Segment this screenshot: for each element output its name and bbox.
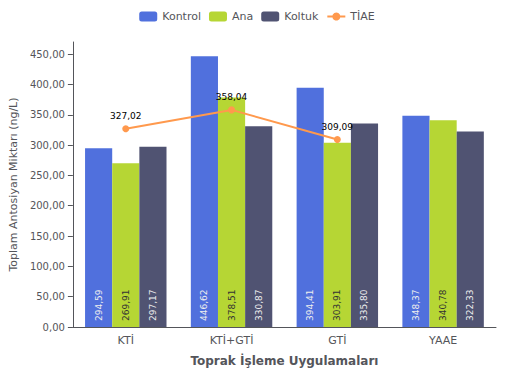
svg-text:Ana: Ana (232, 10, 253, 23)
svg-text:100,00: 100,00 (30, 261, 65, 272)
svg-text:450,00: 450,00 (30, 49, 65, 60)
svg-text:322,33: 322,33 (465, 290, 475, 322)
svg-text:348,37: 348,37 (411, 290, 421, 322)
svg-text:340,78: 340,78 (438, 289, 448, 321)
svg-text:250,00: 250,00 (30, 170, 65, 181)
svg-text:TİAE: TİAE (349, 10, 374, 23)
svg-text:358,04: 358,04 (216, 92, 248, 102)
svg-text:446,62: 446,62 (199, 290, 209, 322)
svg-text:327,02: 327,02 (110, 111, 141, 121)
svg-text:400,00: 400,00 (30, 79, 65, 90)
svg-text:50,00: 50,00 (36, 291, 65, 302)
svg-text:294,59: 294,59 (94, 289, 104, 321)
svg-text:Koltuk: Koltuk (284, 10, 319, 23)
svg-text:303,91: 303,91 (332, 290, 342, 322)
svg-text:378,51: 378,51 (227, 290, 237, 322)
svg-text:Kontrol: Kontrol (162, 10, 201, 23)
svg-text:394,41: 394,41 (305, 290, 315, 322)
svg-text:0,00: 0,00 (43, 322, 65, 333)
svg-text:Toprak İşleme Uygulamaları: Toprak İşleme Uygulamaları (190, 353, 378, 368)
svg-text:GTİ: GTİ (328, 334, 346, 347)
svg-text:KTİ+GTİ: KTİ+GTİ (210, 334, 254, 347)
svg-text:YAAE: YAAE (428, 334, 457, 347)
svg-text:200,00: 200,00 (30, 200, 65, 211)
svg-text:350,00: 350,00 (30, 109, 65, 120)
svg-text:Toplam Antosiyan Miktarı (ng/L: Toplam Antosiyan Miktarı (ng/L) (7, 97, 20, 272)
svg-text:335,80: 335,80 (359, 289, 369, 321)
svg-text:330,87: 330,87 (254, 290, 264, 322)
svg-text:150,00: 150,00 (30, 231, 65, 242)
svg-text:309,09: 309,09 (322, 122, 354, 132)
svg-text:269,91: 269,91 (121, 290, 131, 322)
svg-text:297,17: 297,17 (148, 290, 158, 322)
svg-text:300,00: 300,00 (30, 140, 65, 151)
svg-text:KTİ: KTİ (118, 334, 134, 347)
